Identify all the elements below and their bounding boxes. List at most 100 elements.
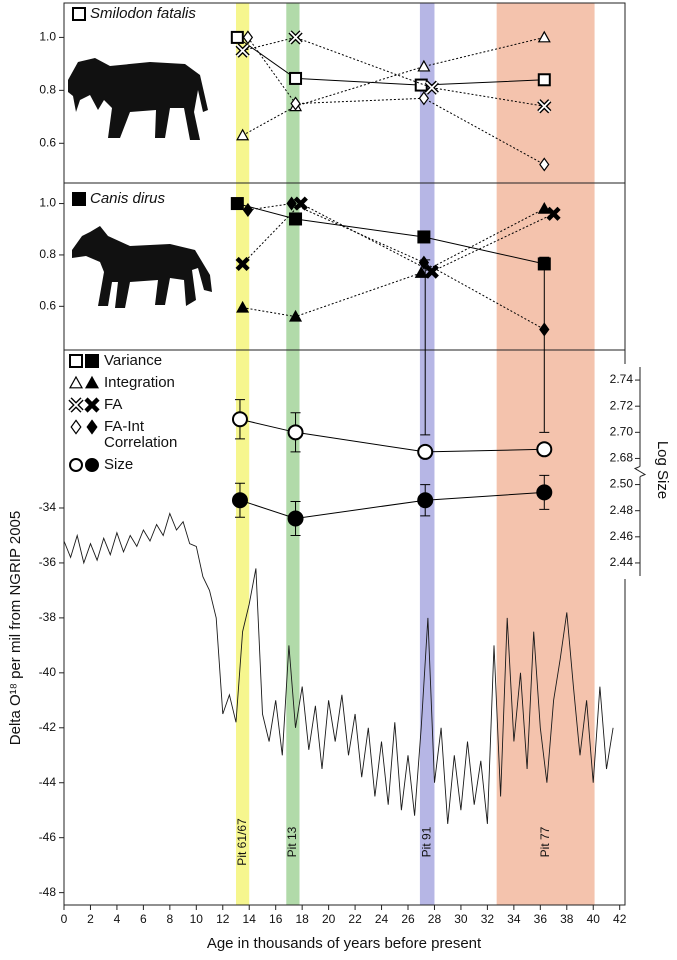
marker-triangle <box>236 128 250 141</box>
error-bar <box>539 256 550 433</box>
marker-triangle <box>289 309 303 322</box>
x-tick-label: 30 <box>454 912 468 926</box>
x-tick-label: 6 <box>140 912 147 926</box>
marker-diamond <box>290 96 301 111</box>
x-tick-label: 8 <box>167 912 174 926</box>
marker-circle <box>417 492 434 509</box>
marker-x-inner <box>236 44 249 57</box>
y-tick-label: -42 <box>39 720 57 734</box>
series-line <box>247 37 545 165</box>
series-line <box>239 418 545 453</box>
marker-x-stroke <box>84 397 100 413</box>
marker-x-inner <box>538 100 551 113</box>
marker-triangle <box>236 300 250 313</box>
x-tick-label: 16 <box>269 912 283 926</box>
smilodon-silhouette <box>68 58 208 140</box>
legend-label: Variance <box>104 352 163 369</box>
y-tick-label: -36 <box>39 555 57 569</box>
marker-diamond <box>86 419 98 435</box>
series-line <box>247 203 545 330</box>
marker-triangle <box>417 59 431 72</box>
marker-circle <box>85 458 99 472</box>
curve-layer <box>63 512 614 824</box>
y2-tick-label: 2.68 <box>610 451 634 465</box>
y-tick-label: 0.8 <box>39 247 56 261</box>
marker-x-inner <box>289 31 302 44</box>
series-line <box>242 36 545 136</box>
marker-x <box>235 256 250 272</box>
x-tick-label: 0 <box>61 912 68 926</box>
marker-triangle <box>537 201 551 214</box>
x-tick-label: 42 <box>613 912 627 926</box>
axis-break <box>633 465 647 478</box>
marker-x-inner <box>425 81 438 94</box>
y-tick-label: -40 <box>39 665 57 679</box>
marker-square <box>72 7 86 21</box>
series-line <box>237 36 545 86</box>
marker-diamond <box>539 157 550 172</box>
marks-layer <box>59 30 647 910</box>
marker-x <box>84 397 100 413</box>
marker-square <box>537 73 551 87</box>
legend-label: FA-Int Correlation <box>104 418 178 451</box>
band-label: Pit 91 <box>419 826 433 857</box>
y2-tick-label: 2.46 <box>610 529 634 543</box>
y-tick-label: 1.0 <box>39 196 56 210</box>
y-tick-label: 0.6 <box>39 135 56 149</box>
age-band <box>286 3 300 905</box>
y2-tick-label: 2.48 <box>610 503 634 517</box>
marker-x-stroke <box>235 256 250 272</box>
marker-square <box>230 30 244 44</box>
y-tick-label: 1.0 <box>39 30 56 44</box>
frame <box>63 2 638 906</box>
y2-tick-label: 2.50 <box>610 477 634 491</box>
marker-square <box>289 212 303 226</box>
y-tick-label: -34 <box>39 500 57 514</box>
series-line <box>237 203 545 265</box>
marker-diamond <box>70 419 82 435</box>
marker-square <box>230 197 244 211</box>
marker-diamond <box>286 196 297 211</box>
marker-diamond <box>242 202 254 218</box>
marker-x <box>288 30 303 45</box>
y2-tick-label: 2.74 <box>610 372 634 386</box>
dire-wolf-silhouette <box>72 226 212 308</box>
x-tick-label: 34 <box>507 912 521 926</box>
x-tick-label: 4 <box>114 912 121 926</box>
marker-x <box>537 99 552 114</box>
x-tick-label: 12 <box>216 912 230 926</box>
x-tick-label: 14 <box>243 912 257 926</box>
x-tick-label: 26 <box>401 912 415 926</box>
text-layer: Smilodon fatalis Canis dirus Age in thou… <box>7 5 671 952</box>
y-tick-label: 0.6 <box>39 298 56 312</box>
y2-tick-label: 2.70 <box>610 424 634 438</box>
panel-title: Canis dirus <box>90 190 166 207</box>
marker-x-inner <box>69 398 83 412</box>
x-tick-label: 38 <box>560 912 574 926</box>
legend-label: FA <box>104 396 123 413</box>
marker-triangle <box>537 30 551 43</box>
series-line <box>242 208 545 318</box>
marker-triangle <box>68 375 84 389</box>
error-bar <box>420 259 431 436</box>
marker-square <box>72 192 86 206</box>
marker-x-stroke <box>424 264 439 279</box>
marker-x <box>424 264 439 279</box>
marker-x-stroke <box>293 196 308 211</box>
x-tick-label: 10 <box>190 912 204 926</box>
band-label: Pit 77 <box>538 826 552 857</box>
x-tick-label: 28 <box>428 912 442 926</box>
marker-x <box>68 397 84 413</box>
series-line <box>242 202 554 273</box>
marker-circle <box>417 443 434 460</box>
legend-label: Integration <box>104 374 175 391</box>
y-tick-label: -48 <box>39 885 57 899</box>
marker-x <box>546 206 561 221</box>
marker-x <box>235 43 250 58</box>
y2-tick-label: 2.72 <box>610 398 634 412</box>
marker-diamond <box>242 30 254 45</box>
marker-circle <box>536 441 553 458</box>
x-tick-label: 2 <box>87 912 94 926</box>
